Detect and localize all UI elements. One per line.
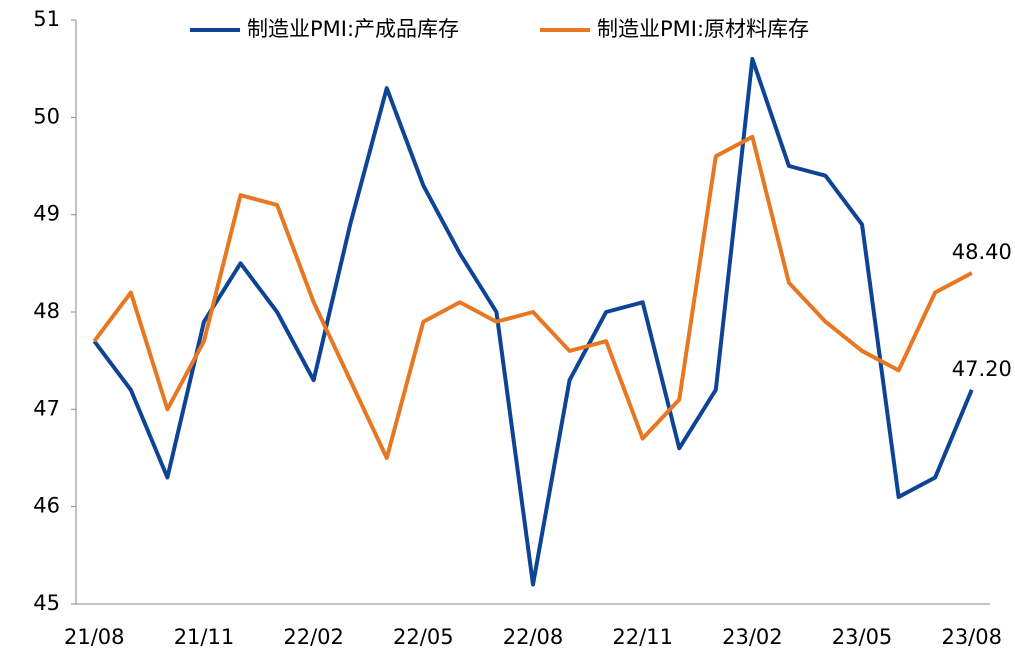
series-line	[92, 134, 973, 460]
value-label: 47.20	[952, 357, 1012, 381]
x-tick-label: 21/08	[64, 625, 125, 649]
x-tick-label: 23/08	[941, 625, 1002, 649]
y-tick-label: 47	[33, 396, 60, 420]
legend-label: 制造业PMI:产成品库存	[247, 17, 459, 41]
y-tick-label: 45	[33, 591, 60, 615]
x-tick-label: 21/11	[174, 625, 235, 649]
x-tick-label: 22/11	[612, 625, 673, 649]
x-tick-label: 23/02	[722, 625, 783, 649]
y-tick-label: 46	[33, 494, 60, 518]
y-tick-label: 49	[33, 202, 60, 226]
series-line	[92, 56, 974, 587]
legend-label: 制造业PMI:原材料库存	[597, 17, 809, 41]
x-tick-label: 22/02	[283, 625, 344, 649]
y-tick-label: 48	[33, 299, 60, 323]
y-tick-label: 50	[33, 104, 60, 128]
y-tick-label: 51	[33, 7, 60, 31]
x-tick-label: 23/05	[832, 625, 893, 649]
x-tick-label: 22/08	[503, 625, 564, 649]
x-tick-label: 22/05	[393, 625, 454, 649]
value-label: 48.40	[952, 240, 1012, 264]
